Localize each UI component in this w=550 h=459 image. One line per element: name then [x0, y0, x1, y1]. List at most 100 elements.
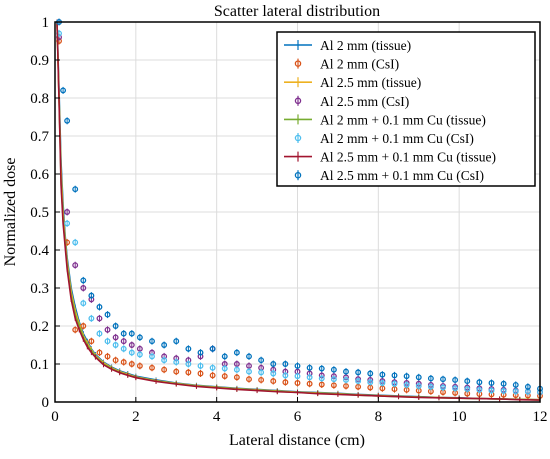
data-point	[246, 376, 252, 383]
data-point	[258, 377, 265, 383]
data-series	[56, 18, 543, 403]
legend-box	[276, 31, 536, 187]
x-tick-label: 2	[132, 409, 140, 425]
data-point	[488, 380, 495, 386]
data-point	[318, 375, 325, 382]
y-tick-label: 0.7	[30, 129, 49, 145]
data-point	[72, 326, 79, 333]
data-point	[161, 366, 168, 373]
data-point	[64, 220, 71, 227]
data-point	[306, 380, 313, 387]
data-point	[120, 338, 127, 345]
data-point	[282, 379, 289, 386]
data-point	[500, 388, 507, 394]
data-point	[330, 366, 337, 373]
legend-label: Al 2.5 mm (CsI)	[320, 94, 409, 109]
data-point	[149, 364, 155, 371]
data-point	[136, 334, 143, 341]
data-point	[64, 117, 71, 124]
data-point	[330, 382, 337, 389]
y-tick-label: 0	[42, 395, 50, 411]
data-point	[161, 357, 168, 364]
data-point	[64, 209, 71, 215]
data-point	[128, 349, 135, 356]
x-tick-label: 6	[294, 409, 302, 425]
data-point	[427, 383, 434, 390]
y-tick-label: 0.5	[30, 205, 49, 221]
axis-ticks: 0 2 4 6 8 10 12 0 0.1 0.2 0.3 0.4 0.5 0.6 0.7 0.8 0.9 1	[30, 15, 547, 425]
y-tick-label: 1	[42, 15, 50, 31]
data-point	[136, 351, 143, 358]
legend-marker-swatch	[294, 171, 302, 179]
legend-item: Al 2 mm + 0.1 mm Cu (CsI)	[294, 131, 474, 146]
data-point	[120, 345, 127, 352]
data-point	[136, 362, 143, 369]
x-tick-label: 4	[213, 409, 221, 425]
data-point	[96, 304, 103, 310]
data-point	[209, 372, 216, 379]
data-point	[282, 361, 289, 367]
data-point	[233, 374, 240, 381]
legend-label: Al 2 mm + 0.1 mm Cu (CsI)	[320, 131, 474, 146]
legend-marker-swatch	[294, 134, 302, 142]
data-point	[96, 349, 103, 356]
data-point	[258, 369, 265, 376]
data-point	[128, 361, 135, 367]
data-point	[149, 353, 155, 360]
data-point	[112, 334, 119, 341]
data-point	[161, 342, 168, 348]
data-point	[440, 384, 446, 391]
data-point	[270, 370, 277, 377]
legend-item: Al 2 mm (tissue)	[284, 38, 411, 53]
data-point	[149, 338, 155, 345]
legend-label: Al 2.5 mm (tissue)	[320, 75, 421, 90]
data-point	[403, 381, 410, 388]
y-tick-label: 0.8	[30, 91, 49, 107]
data-point	[246, 353, 252, 360]
data-point	[355, 378, 362, 385]
data-point	[173, 338, 180, 345]
data-point	[120, 359, 127, 366]
legend-marker-swatch	[294, 60, 302, 67]
data-point	[128, 330, 135, 337]
data-point	[476, 379, 483, 386]
data-point	[88, 315, 95, 322]
y-tick-label: 0.6	[30, 167, 49, 183]
data-point	[88, 292, 95, 299]
data-point	[355, 369, 362, 376]
data-point	[427, 375, 434, 382]
data-point	[440, 376, 446, 383]
data-point	[367, 379, 374, 386]
data-point	[80, 323, 87, 329]
data-point	[391, 372, 398, 379]
data-point	[415, 374, 422, 381]
data-point	[60, 87, 67, 94]
y-tick-label: 0.3	[30, 281, 49, 297]
data-point	[270, 361, 277, 367]
data-point	[209, 345, 216, 352]
data-point	[318, 365, 325, 372]
x-axis-label: Lateral distance (cm)	[229, 432, 365, 449]
data-point	[72, 239, 79, 246]
data-point	[209, 364, 216, 371]
data-point	[233, 349, 240, 356]
legend-label: Al 2 mm (CsI)	[320, 57, 399, 72]
x-tick-label: 10	[452, 409, 467, 425]
data-point	[379, 371, 386, 378]
data-point	[104, 311, 111, 318]
data-point	[488, 387, 495, 394]
legend-marker-swatch	[294, 97, 302, 105]
y-tick-label: 0.2	[30, 319, 49, 335]
legend-item: Al 2.5 mm + 0.1 mm Cu (CsI)	[294, 168, 484, 183]
data-point	[80, 277, 87, 284]
legend-label: Al 2 mm + 0.1 mm Cu (tissue)	[320, 112, 486, 127]
data-point	[197, 349, 204, 356]
legend-item: Al 2 mm (CsI)	[294, 57, 399, 72]
data-point	[112, 357, 119, 364]
data-point	[391, 380, 398, 387]
y-axis-label: Normalized dose	[2, 158, 19, 267]
series-5	[56, 29, 543, 396]
x-tick-label: 8	[375, 409, 383, 425]
data-point	[415, 383, 422, 389]
